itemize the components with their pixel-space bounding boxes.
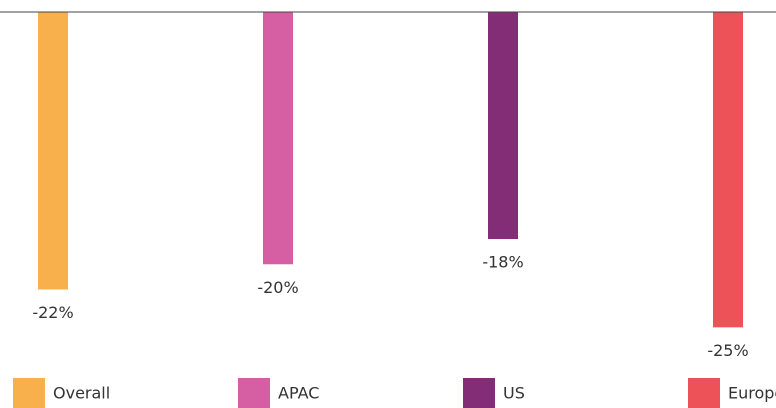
data-label: -22% <box>32 303 73 322</box>
legend-swatch <box>688 378 720 408</box>
bar <box>713 12 743 328</box>
legend-swatch <box>13 378 45 408</box>
legend-label: Overall <box>53 384 110 403</box>
data-label: -20% <box>257 278 298 297</box>
legend-label: Europe <box>728 384 776 403</box>
legend-swatch <box>238 378 270 408</box>
legend-swatch <box>463 378 495 408</box>
data-label: -18% <box>482 253 523 272</box>
bar <box>38 12 68 290</box>
bar <box>263 12 293 265</box>
data-label: -25% <box>707 341 748 360</box>
legend-label: US <box>503 384 525 403</box>
bar <box>488 12 518 240</box>
legend-label: APAC <box>278 384 319 403</box>
